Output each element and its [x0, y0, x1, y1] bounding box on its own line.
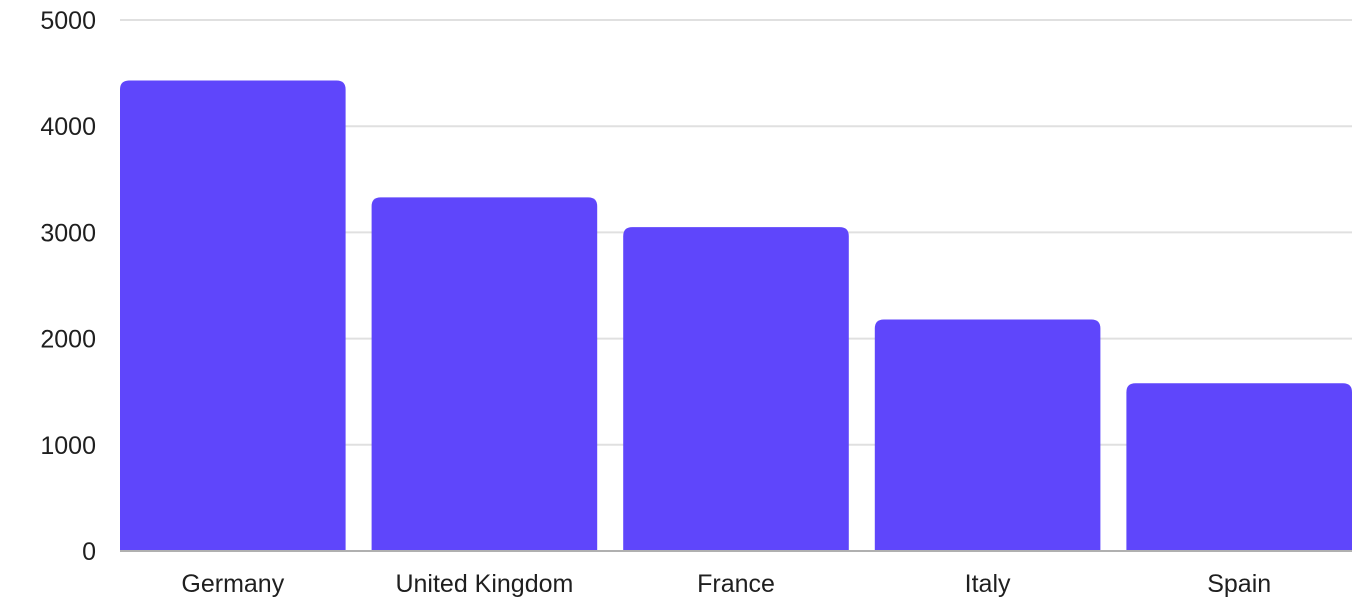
x-axis-ticks: Germany United Kingdom France Italy Spain: [181, 570, 1271, 598]
x-tick-label: Italy: [965, 570, 1011, 598]
bar-france[interactable]: [623, 227, 849, 551]
bar-germany[interactable]: [120, 80, 346, 551]
bars: [120, 80, 1352, 551]
bar-spain[interactable]: [1126, 383, 1352, 551]
y-tick-label: 5000: [40, 7, 96, 35]
y-tick-label: 2000: [40, 326, 96, 354]
x-tick-label: United Kingdom: [395, 570, 573, 598]
y-axis-ticks: 0 1000 2000 3000 4000 5000: [40, 7, 96, 566]
y-tick-label: 0: [82, 538, 96, 566]
y-tick-label: 1000: [40, 432, 96, 460]
y-tick-label: 4000: [40, 113, 96, 141]
x-tick-label: Spain: [1207, 570, 1271, 598]
bar-united-kingdom[interactable]: [371, 197, 598, 551]
x-tick-label: France: [697, 570, 775, 598]
y-tick-label: 3000: [40, 219, 96, 247]
bar-italy[interactable]: [874, 319, 1101, 551]
x-tick-label: Germany: [181, 570, 284, 598]
